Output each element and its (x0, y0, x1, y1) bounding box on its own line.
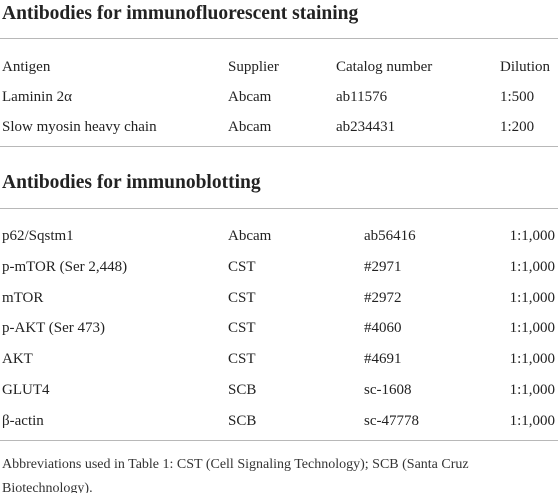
cell: 1:1,000 (509, 228, 555, 244)
cell: #4691 (364, 351, 402, 368)
rule (0, 208, 558, 209)
cell: 1:1,000 (509, 320, 555, 337)
cell: CST (228, 289, 256, 306)
cell: 1:1,000 (509, 382, 555, 398)
cell: CST (228, 258, 256, 275)
footnote: Abbreviations used in Table 1: CST (Cell… (2, 457, 469, 493)
column-header: Supplier (228, 59, 279, 75)
cell: Abcam (228, 119, 272, 135)
section-title: Antibodies for immunofluorescent stainin… (2, 3, 359, 24)
cell: sc-47778 (364, 412, 419, 429)
cell: AKT (2, 351, 33, 368)
rule (0, 440, 558, 441)
cell: sc-1608 (364, 382, 412, 398)
rule (0, 38, 558, 39)
cell: 1:1,000 (509, 351, 555, 368)
cell: β-actin (2, 412, 44, 429)
cell: 1:200 (500, 119, 535, 135)
cell: 1:1,000 (509, 289, 555, 306)
cell: #4060 (364, 320, 402, 337)
cell: p-mTOR (Ser 2,448) (2, 258, 128, 275)
cell: Abcam (228, 89, 272, 105)
cell: 1:1,000 (509, 258, 555, 275)
cell: 1:500 (500, 89, 535, 105)
cell: CST (228, 351, 256, 368)
cell: #2971 (364, 258, 402, 275)
cell: #2972 (364, 289, 402, 306)
cell: Abcam (228, 228, 272, 244)
column-header: Antigen (2, 59, 51, 75)
column-header: Catalog number (336, 59, 433, 75)
cell: ab234431 (336, 119, 396, 135)
cell: 1:1,000 (509, 412, 555, 429)
cell: p62/Sqstm1 (2, 228, 74, 244)
cell: SCB (228, 382, 257, 398)
cell: ab11576 (336, 89, 388, 105)
column-header: Dilution (500, 59, 551, 75)
rule (0, 146, 558, 147)
cell: Laminin 2α (2, 89, 72, 105)
cell: ab56416 (364, 228, 416, 244)
cell: SCB (228, 412, 257, 429)
cell: mTOR (2, 289, 44, 306)
section-title: Antibodies for immunoblotting (2, 172, 261, 193)
cell: p-AKT (Ser 473) (2, 320, 106, 337)
cell: GLUT4 (2, 382, 50, 398)
cell: CST (228, 320, 256, 337)
cell: Slow myosin heavy chain (2, 119, 157, 135)
